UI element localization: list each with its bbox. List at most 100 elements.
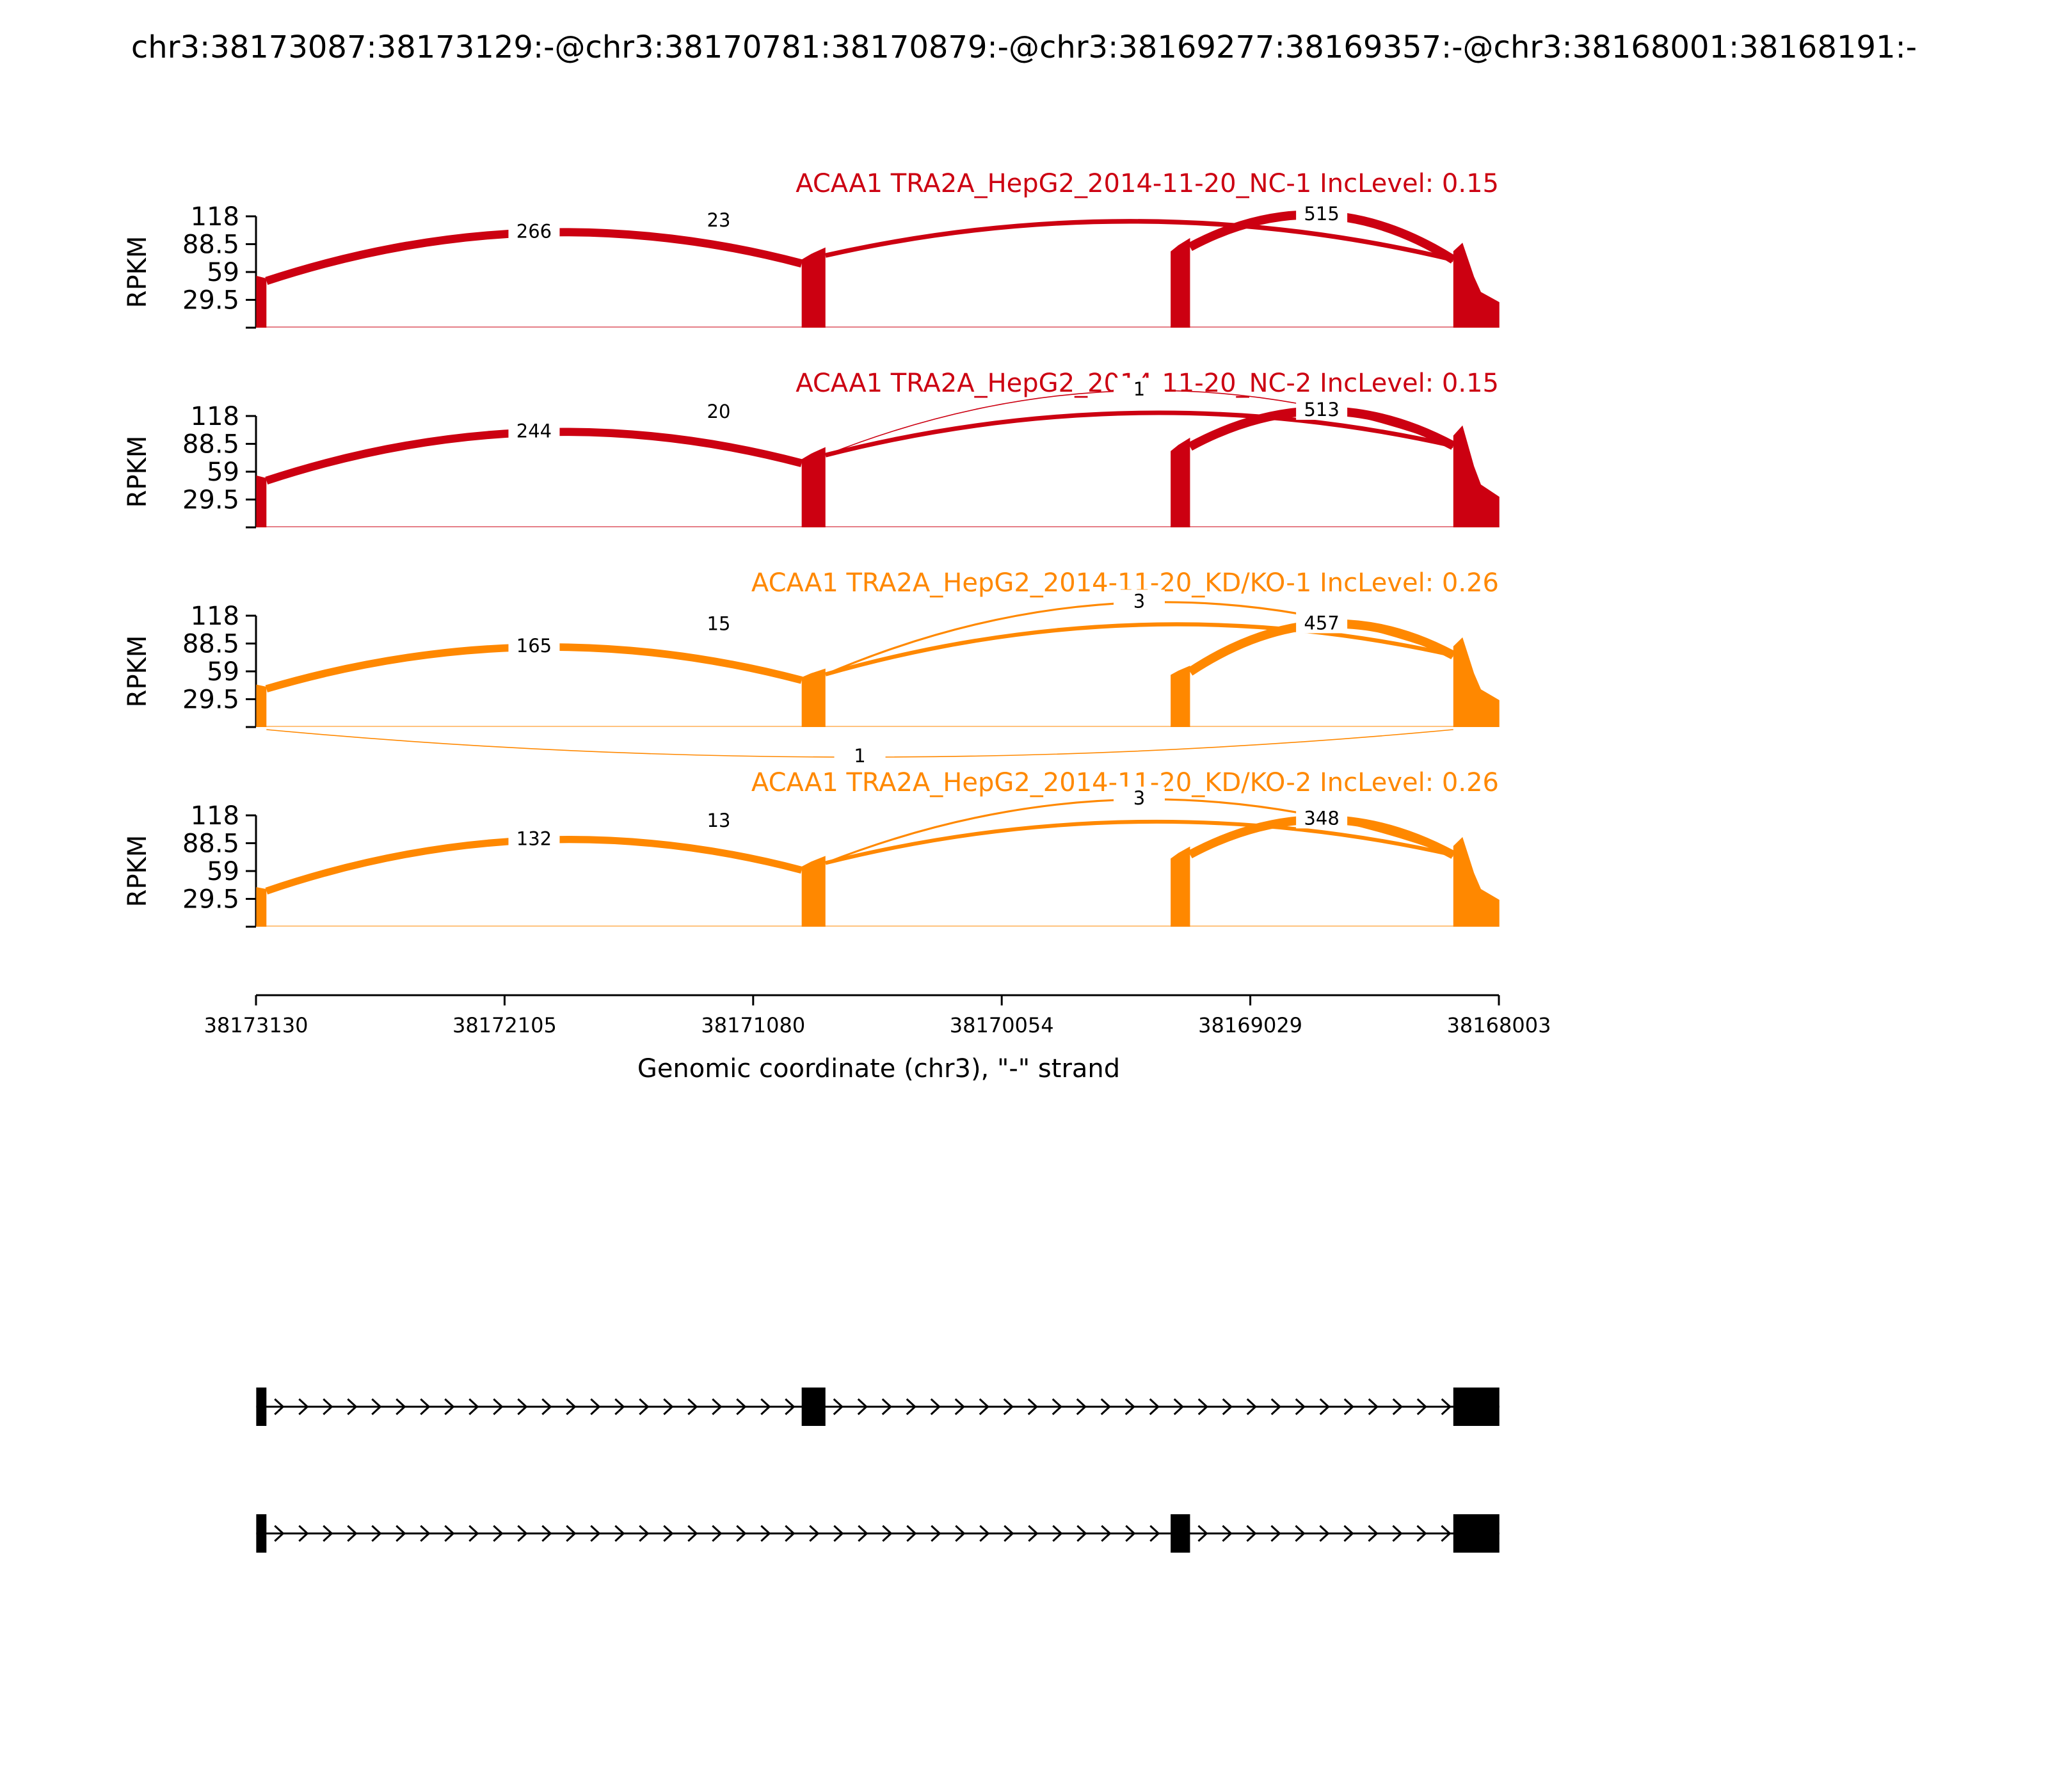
junction-label-bg [693, 612, 744, 634]
exon-coverage-4 [1453, 637, 1500, 727]
strand-arrow [1003, 1398, 1014, 1416]
junction-count: 515 [1304, 203, 1339, 225]
strand-arrow [396, 1524, 406, 1542]
strand-arrow [906, 1524, 917, 1542]
strand-arrow [371, 1398, 382, 1416]
exon-coverage-3 [1171, 237, 1190, 328]
strand-arrow [760, 1524, 771, 1542]
y-tick-label: 29.5 [182, 286, 239, 316]
strand-arrow [323, 1524, 333, 1542]
strand-arrow [1392, 1524, 1403, 1542]
strand-arrow [298, 1398, 309, 1416]
strand-arrow [444, 1398, 455, 1416]
exon-block [1453, 1514, 1500, 1553]
y-tick-label: 118 [191, 202, 239, 232]
junction-count: 244 [516, 420, 552, 442]
strand-arrow [833, 1524, 844, 1542]
junction-label-bg [1296, 397, 1348, 420]
y-tick-label: 118 [191, 801, 239, 831]
x-axis-title: Genomic coordinate (chr3), "-" strand [637, 1054, 1120, 1084]
strand-arrow [858, 1524, 868, 1542]
y-tick-label: 59 [207, 458, 239, 487]
strand-arrow [1246, 1398, 1257, 1416]
exon-coverage-1 [256, 475, 267, 527]
junction-label-bg [1296, 806, 1348, 829]
isoform-1 [256, 1388, 1500, 1426]
exon-coverage-4 [1453, 836, 1500, 927]
strand-arrow [420, 1524, 431, 1542]
exon-coverage-4 [1453, 243, 1500, 328]
strand-arrow [931, 1524, 941, 1542]
y-tick-label: 59 [207, 657, 239, 687]
panel-1: ACAA1 TRA2A_HepG2_2014-11-20_NC-1 IncLev… [123, 169, 1500, 329]
strand-arrow [1149, 1524, 1160, 1542]
junction-count: 266 [516, 221, 552, 243]
strand-arrow [882, 1524, 893, 1542]
y-tick-label: 29.5 [182, 885, 239, 915]
strand-arrow [614, 1398, 625, 1416]
junction-count: 457 [1304, 612, 1339, 634]
strand-arrow [954, 1398, 965, 1416]
panel-2: ACAA1 TRA2A_HepG2_2014-11-20_NC-2 IncLev… [123, 369, 1500, 529]
strand-arrow [1076, 1398, 1087, 1416]
y-axis-title: RPKM [123, 236, 152, 308]
junction-count: 20 [707, 401, 731, 422]
coverage-panels: ACAA1 TRA2A_HepG2_2014-11-20_NC-1 IncLev… [123, 169, 1500, 928]
strand-arrow [590, 1524, 601, 1542]
junction-count: 1 [1133, 378, 1145, 400]
strand-arrow [1149, 1398, 1160, 1416]
x-tick-label: 38169029 [1198, 1013, 1302, 1037]
strand-arrow [1295, 1524, 1306, 1542]
x-axis: 38173130 38172105 38171080 38170054 38169029… [204, 994, 1551, 1037]
junction-arc [824, 622, 1454, 676]
strand-arrow [396, 1398, 406, 1416]
strand-arrow [760, 1398, 771, 1416]
strand-arrow [1416, 1524, 1427, 1542]
strand-arrow [1222, 1398, 1233, 1416]
strand-arrow [785, 1524, 796, 1542]
gene-models [256, 1388, 1500, 1553]
junction-count: 3 [1133, 787, 1145, 809]
junction-label-bg [693, 809, 744, 831]
strand-arrow [639, 1524, 650, 1542]
panel-3: ACAA1 TRA2A_HepG2_2014-11-20_KD/KO-1 Inc… [123, 568, 1500, 767]
strand-arrow [566, 1524, 577, 1542]
junction-label-bg [1114, 378, 1165, 400]
exon-block [1453, 1388, 1500, 1426]
strand-arrow [420, 1398, 431, 1416]
x-tick-label: 38170054 [950, 1013, 1054, 1037]
junction-count: 513 [1304, 399, 1339, 420]
strand-arrow [1319, 1524, 1330, 1542]
y-axis-title: RPKM [123, 835, 152, 908]
junction-label-bg [834, 744, 886, 766]
strand-arrow [541, 1524, 552, 1542]
y-tick-label: 118 [191, 602, 239, 631]
y-tick-label: 29.5 [182, 685, 239, 715]
strand-arrow [444, 1524, 455, 1542]
y-tick-label: 88.5 [182, 630, 239, 659]
strand-arrow [857, 1398, 868, 1416]
strand-arrow [1052, 1524, 1063, 1542]
strand-arrow [347, 1524, 358, 1542]
junction-count: 23 [707, 209, 731, 231]
x-tick-label: 38172105 [452, 1013, 557, 1037]
y-tick-label: 88.5 [182, 230, 239, 260]
strand-arrow [955, 1524, 966, 1542]
junction-count: 165 [516, 635, 552, 657]
strand-arrow [1100, 1398, 1111, 1416]
strand-arrow [881, 1398, 892, 1416]
strand-arrow [517, 1398, 528, 1416]
strand-arrow [663, 1524, 674, 1542]
strand-arrow [468, 1398, 479, 1416]
strand-arrow [1368, 1398, 1379, 1416]
junction-arc [825, 819, 1454, 865]
x-tick-label: 38173130 [204, 1013, 308, 1037]
junction-label-bg [1114, 787, 1165, 809]
exon-block [1171, 1514, 1190, 1553]
strand-arrow [712, 1398, 723, 1416]
junction-arc [824, 410, 1454, 458]
exon-coverage-3 [1171, 666, 1190, 727]
strand-arrow [785, 1398, 796, 1416]
strand-arrow [979, 1524, 990, 1542]
